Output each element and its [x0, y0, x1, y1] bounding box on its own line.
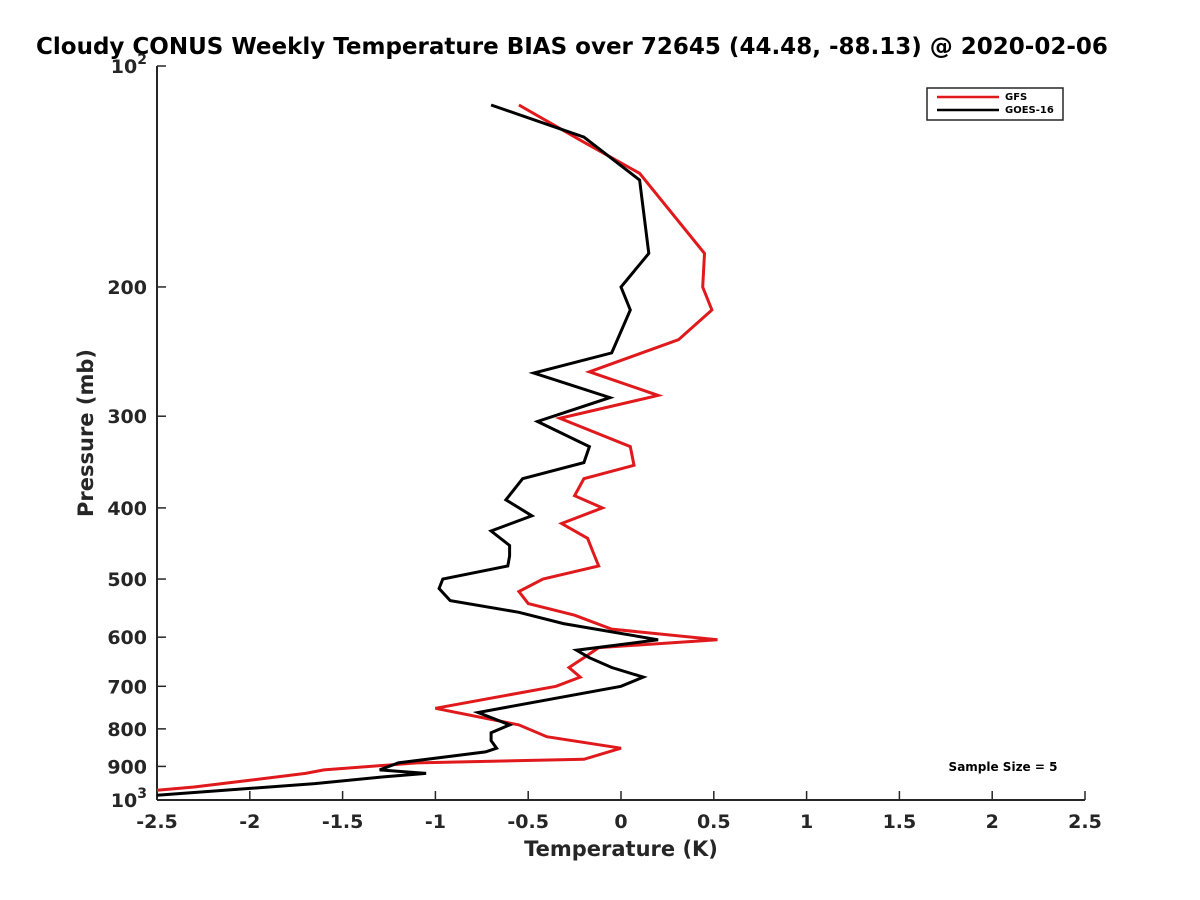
series-layer	[156, 103, 718, 797]
x-ticks: -2.5 -2 -1.5 -1 -0.5 0 0.5 1 1.5 2 2.5	[136, 791, 1102, 833]
sample-size-annotation: Sample Size = 5	[949, 760, 1058, 774]
y-tick-label: 400	[107, 498, 147, 520]
y-tick-label: 103	[111, 786, 147, 812]
x-tick-label: 2	[986, 811, 999, 833]
x-tick-label: 0.5	[697, 811, 731, 833]
x-tick-label: 2.5	[1068, 811, 1102, 833]
y-tick-label: 900	[107, 756, 147, 778]
axes	[156, 66, 1085, 801]
y-axis-label: Pressure (mb)	[74, 349, 98, 517]
x-axis-label: Temperature (K)	[524, 837, 718, 861]
x-tick-label: -0.5	[507, 811, 549, 833]
x-tick-label: -2.5	[136, 811, 178, 833]
y-ticks: 102 200 300 400 500 600 700 800 900 103	[107, 52, 166, 812]
x-tick-label: -1	[425, 811, 446, 833]
y-tick-label: 102	[111, 52, 147, 78]
x-tick-label: 0	[614, 811, 627, 833]
y-tick-label: 300	[107, 406, 147, 428]
chart-title: Cloudy CONUS Weekly Temperature BIAS ove…	[36, 34, 1108, 60]
y-tick-label: 800	[107, 719, 147, 741]
x-tick-label: -2	[239, 811, 260, 833]
legend-box	[926, 87, 1064, 121]
x-tick-label: -1.5	[322, 811, 364, 833]
legend: GFS GOES-16	[926, 87, 1064, 121]
x-tick-label: 1.5	[883, 811, 917, 833]
legend-label-goes16: GOES-16	[1005, 105, 1054, 116]
series-line-gfs	[156, 103, 718, 792]
y-tick-label: 200	[107, 277, 147, 299]
y-tick-label: 600	[107, 627, 147, 649]
y-tick-label: 500	[107, 569, 147, 591]
legend-label-gfs: GFS	[1005, 92, 1027, 103]
series-line-goes-16	[156, 103, 659, 797]
y-tick-label: 700	[107, 676, 147, 698]
x-tick-label: 1	[800, 811, 813, 833]
